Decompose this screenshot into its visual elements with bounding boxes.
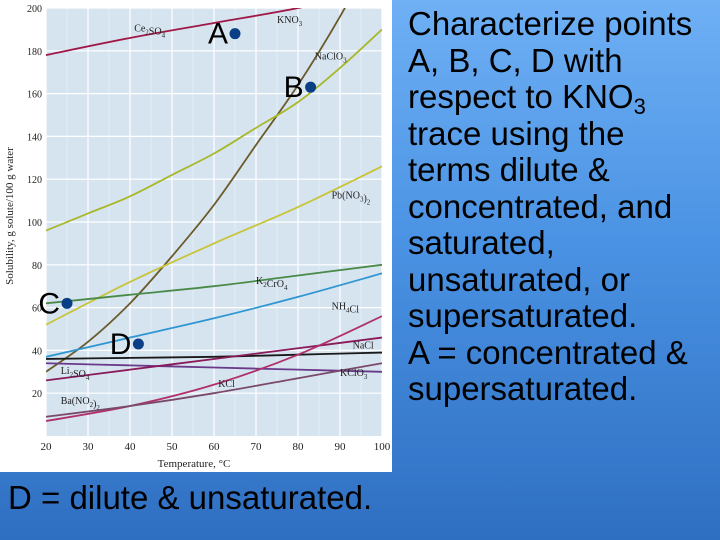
solubility-chart-svg: 20 30 40 50 60 70 80 90 100 20 40 60 80 100 120 140 160 1… <box>4 4 391 470</box>
curve-label: Pb(NO3)2 <box>332 190 371 206</box>
question-line: saturated, <box>408 224 555 261</box>
x-tick-label: 30 <box>83 441 95 453</box>
curve-label: NaCl <box>353 340 374 351</box>
curve-label: Ba(NO2)2 <box>61 396 101 412</box>
series-line <box>46 263 382 305</box>
y-tick-label: 200 <box>27 4 42 15</box>
curve-label: Ce2SO4 <box>134 24 165 40</box>
x-tick-label: 60 <box>209 441 221 453</box>
answer-line: A = concentrated & <box>408 333 688 371</box>
series-line <box>46 351 382 360</box>
x-tick-label: 20 <box>41 441 53 453</box>
point-label: D <box>110 328 132 361</box>
series-group <box>46 8 382 422</box>
question-line: unsaturated, or <box>408 260 630 298</box>
curve-label: Li2SO4 <box>61 366 90 382</box>
x-tick-label: 90 <box>335 441 347 453</box>
series-line <box>46 272 382 358</box>
x-tick-label: 80 <box>293 441 305 453</box>
question-line: terms dilute & <box>408 151 610 188</box>
question-subscript: 3 <box>633 94 646 119</box>
series-line <box>46 8 303 56</box>
data-point-marker <box>305 81 317 93</box>
curve-label: KNO3 <box>277 15 303 28</box>
solubility-chart: 20 30 40 50 60 70 80 90 100 20 40 60 80 100 120 140 160 1… <box>0 0 392 472</box>
y-tick-label: 180 <box>27 47 42 58</box>
question-line: supersaturated. <box>408 297 638 334</box>
series-line <box>46 8 346 373</box>
y-tick-label: 80 <box>32 261 42 272</box>
question-line-text: respect to KNO <box>408 78 634 115</box>
question-line: respect to KNO3 <box>408 78 720 119</box>
curve-label: K2CrO4 <box>256 276 288 292</box>
data-point-marker <box>61 297 73 309</box>
x-axis-title: Temperature, °C <box>158 458 231 470</box>
x-tick-label: 70 <box>251 441 263 453</box>
curve-label: KCl <box>218 379 235 390</box>
data-point-marker <box>229 28 241 40</box>
answer-d-text: D = dilute & unsaturated. <box>8 479 373 516</box>
series-line <box>46 336 382 382</box>
y-tick-label: 140 <box>27 132 42 143</box>
x-tick-label: 100 <box>374 441 391 453</box>
y-tick-label: 120 <box>27 175 42 186</box>
question-line: trace using the <box>408 114 625 152</box>
question-line: A, B, C, D with <box>408 41 623 79</box>
question-text: Characterize points A, B, C, D with resp… <box>408 5 720 408</box>
series-line <box>46 362 382 418</box>
y-tick-label: 20 <box>32 389 42 400</box>
y-tick-label: 40 <box>32 346 42 357</box>
y-tick-label: 60 <box>32 304 42 315</box>
x-tick-label: 40 <box>125 441 137 453</box>
series-line <box>46 28 382 232</box>
question-line: concentrated, and <box>408 187 673 225</box>
y-axis-title: Solubility, g solute/100 g water <box>4 147 16 285</box>
curve-label: NH4Cl <box>332 302 360 316</box>
curve-label: NaClO3 <box>315 51 347 64</box>
point-label: A <box>208 18 228 51</box>
y-tick-label: 160 <box>27 90 42 101</box>
answer-line: supersaturated. <box>408 370 638 407</box>
point-label: B <box>284 71 304 104</box>
data-point-marker <box>132 338 144 350</box>
series-line <box>46 315 382 422</box>
question-line: Characterize points <box>408 5 693 42</box>
y-tick-label: 100 <box>27 218 42 229</box>
curve-label: KClO3 <box>340 368 368 381</box>
series-line <box>46 165 382 326</box>
x-tick-label: 50 <box>167 441 179 453</box>
point-label: C <box>38 287 60 320</box>
series-line <box>46 362 382 373</box>
